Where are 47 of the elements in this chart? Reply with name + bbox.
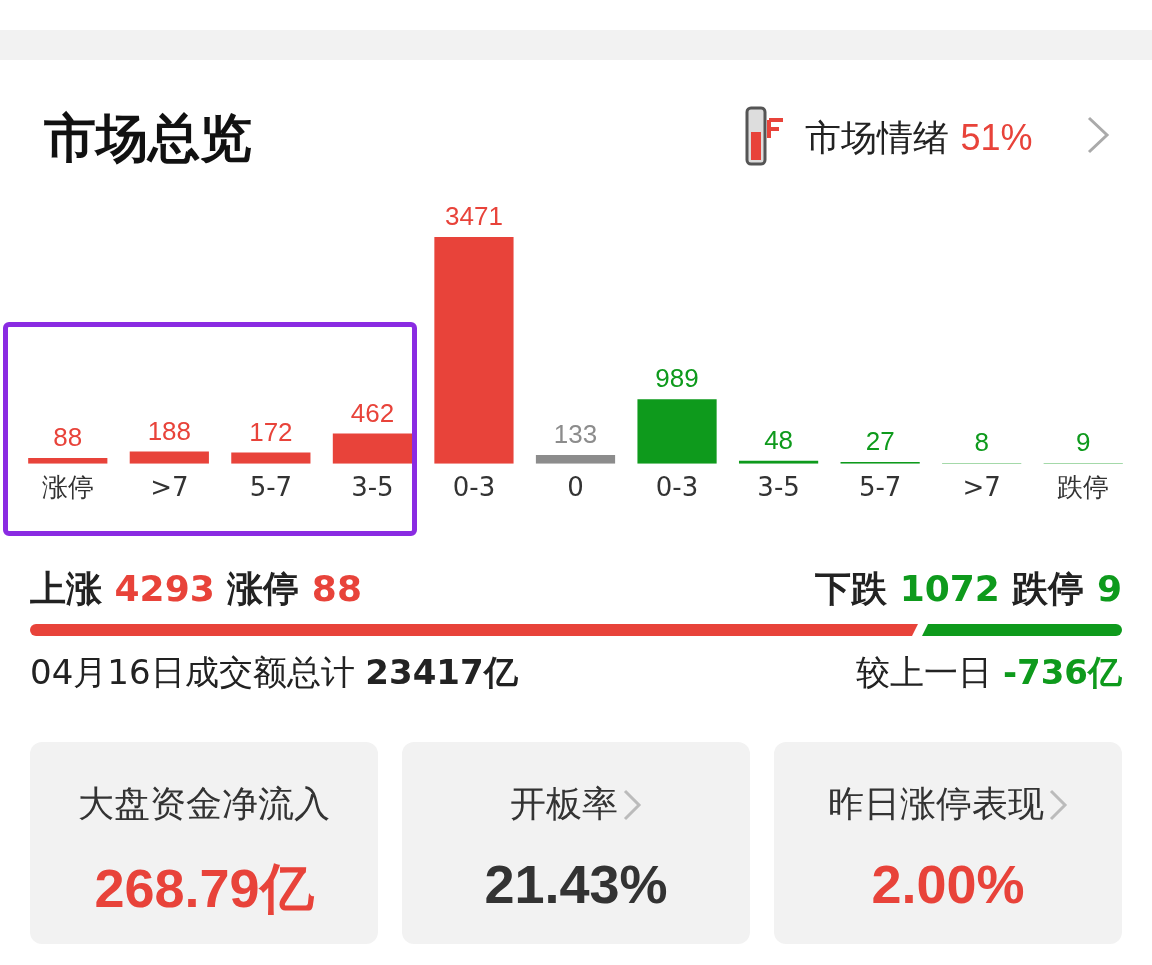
text: 9 bbox=[1096, 568, 1122, 609]
text: 4293 bbox=[114, 568, 215, 609]
data-label: 989 bbox=[655, 363, 699, 394]
data-label: 88 bbox=[53, 422, 83, 453]
x-tick-label: 0 bbox=[567, 472, 584, 503]
text: 23417亿 bbox=[365, 652, 518, 692]
text: 21.43% bbox=[483, 853, 669, 915]
text: -736亿 bbox=[1002, 652, 1122, 692]
data-label: 172 bbox=[249, 416, 293, 447]
text: 下跌 bbox=[815, 568, 888, 609]
x-tick-label: 0-3 bbox=[452, 472, 496, 503]
bar bbox=[535, 455, 616, 464]
data-label: 27 bbox=[865, 426, 895, 457]
data-label: 9 bbox=[1075, 427, 1091, 458]
data-label: 3471 bbox=[445, 201, 503, 232]
text: 上涨 bbox=[30, 568, 102, 609]
text: 2.00% bbox=[870, 853, 1026, 915]
text: 88 bbox=[311, 568, 362, 609]
x-tick-label: >7 bbox=[962, 472, 1001, 503]
x-tick-label: 5-7 bbox=[249, 472, 293, 503]
data-label: 188 bbox=[147, 415, 192, 446]
text: 268.79亿 bbox=[93, 857, 315, 920]
text: 市场情绪 bbox=[805, 117, 949, 158]
text: 51% bbox=[960, 117, 1033, 158]
data-label: 48 bbox=[764, 424, 794, 455]
text: 涨停 bbox=[227, 568, 300, 609]
x-tick-label: 3-5 bbox=[757, 472, 800, 503]
x-tick-label: 涨停 bbox=[41, 472, 94, 503]
text: 较上一日 bbox=[856, 652, 993, 692]
bar bbox=[332, 433, 413, 464]
text: 开板率 bbox=[510, 782, 618, 826]
chart-title: 市场总览 bbox=[44, 107, 252, 170]
x-tick-label: 跌停 bbox=[1057, 472, 1110, 503]
text: 昨日涨停表现 bbox=[828, 782, 1044, 826]
data-label: 462 bbox=[350, 397, 395, 428]
x-tick-label: >7 bbox=[150, 472, 189, 503]
x-tick-label: 5-7 bbox=[858, 472, 902, 503]
bar bbox=[637, 399, 717, 464]
text: 04月16日成交额总计 bbox=[30, 652, 355, 692]
x-tick-label: 0-3 bbox=[655, 472, 699, 503]
text: 1072 bbox=[899, 568, 1000, 609]
data-label: 8 bbox=[974, 427, 989, 458]
text: 大盘资金净流入 bbox=[78, 782, 330, 826]
text: 跌停 bbox=[1012, 568, 1085, 609]
bar bbox=[434, 236, 514, 464]
data-label: 133 bbox=[553, 419, 598, 450]
x-tick-label: 3-5 bbox=[351, 472, 394, 503]
